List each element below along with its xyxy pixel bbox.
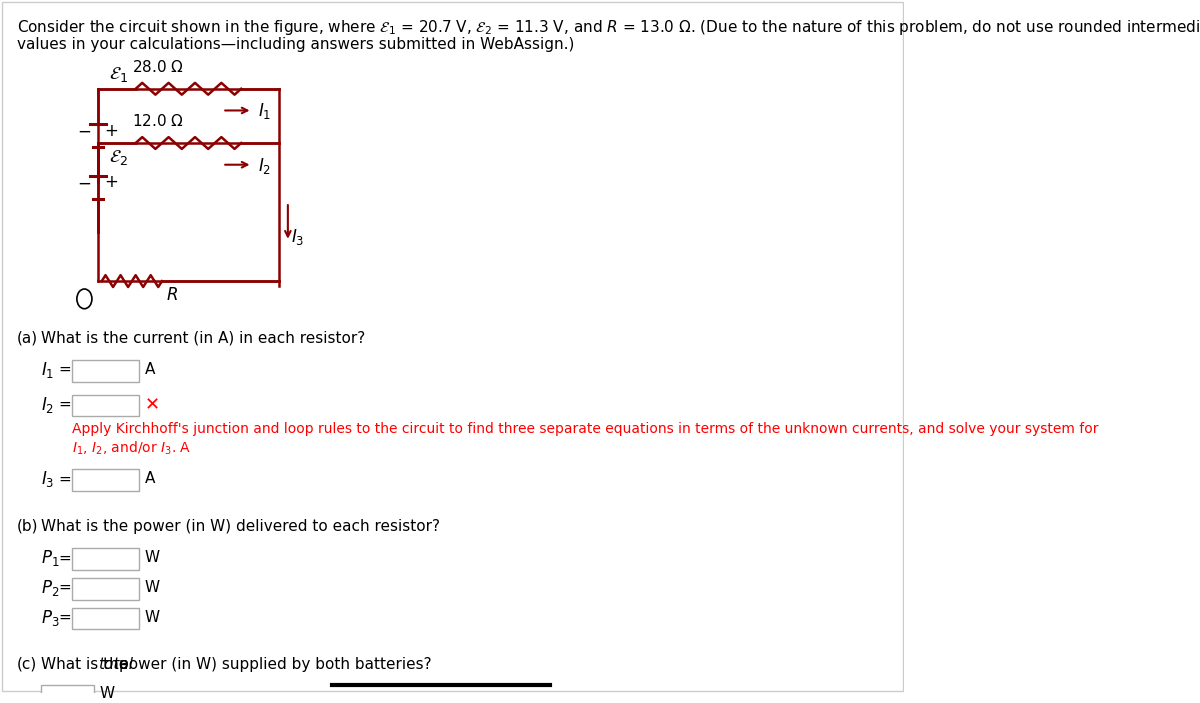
Text: =: =: [59, 472, 72, 486]
Text: power (in W) supplied by both batteries?: power (in W) supplied by both batteries?: [119, 657, 432, 672]
Text: =: =: [59, 580, 72, 595]
Text: (a): (a): [17, 330, 37, 345]
Bar: [72, 360, 139, 382]
Text: =: =: [59, 362, 72, 377]
Text: 28.0 $\Omega$: 28.0 $\Omega$: [132, 59, 184, 75]
Text: i: i: [83, 292, 86, 305]
Text: $I_1$: $I_1$: [42, 360, 55, 380]
Text: A: A: [145, 472, 155, 486]
Bar: [72, 578, 139, 600]
Text: $+$: $+$: [104, 122, 119, 140]
Text: $\mathcal{E}_2$: $\mathcal{E}_2$: [109, 148, 128, 167]
Text: What is the current (in A) in each resistor?: What is the current (in A) in each resis…: [42, 330, 366, 345]
Text: Consider the circuit shown in the figure, where $\mathcal{E}_1$ = 20.7 V, $\math: Consider the circuit shown in the figure…: [17, 18, 1200, 37]
Text: total: total: [98, 657, 133, 672]
Text: What is the: What is the: [42, 657, 128, 672]
Text: $R$: $R$: [166, 286, 178, 304]
Circle shape: [77, 289, 92, 309]
Bar: [72, 548, 139, 570]
Bar: [42, 685, 94, 703]
Text: W: W: [145, 550, 160, 565]
Text: $I_2$: $I_2$: [42, 394, 54, 415]
Text: What is the power (in W) delivered to each resistor?: What is the power (in W) delivered to ea…: [42, 519, 440, 534]
Text: $P_3$: $P_3$: [42, 607, 60, 628]
Text: =: =: [59, 396, 72, 411]
Text: $+$: $+$: [104, 174, 119, 191]
Text: =: =: [59, 610, 72, 624]
Text: values in your calculations—including answers submitted in WebAssign.): values in your calculations—including an…: [17, 37, 574, 53]
Text: ✕: ✕: [145, 396, 160, 415]
Text: =: =: [59, 550, 72, 565]
Text: $P_2$: $P_2$: [42, 578, 60, 598]
Text: (b): (b): [17, 519, 38, 534]
Text: 12.0 $\Omega$: 12.0 $\Omega$: [132, 113, 184, 129]
Text: $I_1$: $I_1$: [258, 101, 271, 122]
Text: $I_2$: $I_2$: [258, 155, 271, 176]
Text: A: A: [145, 362, 155, 377]
Bar: [72, 470, 139, 491]
Bar: [72, 607, 139, 629]
Bar: [72, 394, 139, 416]
Text: $-$: $-$: [77, 174, 91, 191]
Text: $\mathcal{E}_1$: $\mathcal{E}_1$: [109, 65, 128, 84]
Text: $I_1$, $I_2$, and/or $I_3$. A: $I_1$, $I_2$, and/or $I_3$. A: [72, 440, 191, 458]
Text: W: W: [145, 580, 160, 595]
Text: $-$: $-$: [77, 122, 91, 140]
Text: $I_3$: $I_3$: [290, 227, 305, 247]
Text: $I_3$: $I_3$: [42, 470, 55, 489]
Text: Apply Kirchhoff's junction and loop rules to the circuit to find three separate : Apply Kirchhoff's junction and loop rule…: [72, 422, 1098, 436]
Text: W: W: [100, 687, 114, 702]
Text: (c): (c): [17, 657, 37, 672]
Text: $P_1$: $P_1$: [42, 548, 60, 569]
Text: W: W: [145, 610, 160, 624]
